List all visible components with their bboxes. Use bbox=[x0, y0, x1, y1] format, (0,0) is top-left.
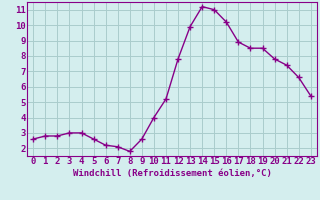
X-axis label: Windchill (Refroidissement éolien,°C): Windchill (Refroidissement éolien,°C) bbox=[73, 169, 271, 178]
